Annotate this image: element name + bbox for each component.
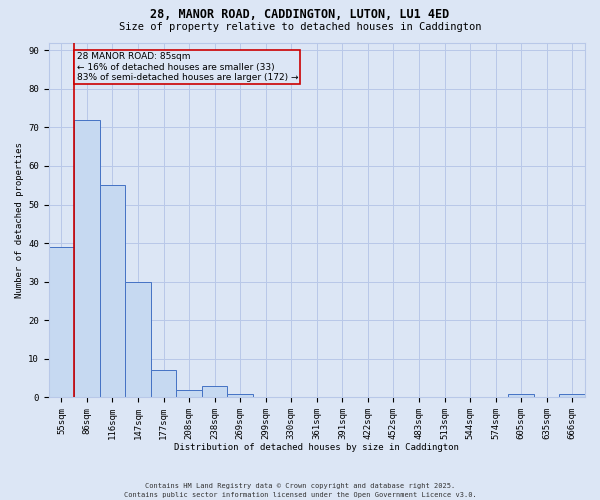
X-axis label: Distribution of detached houses by size in Caddington: Distribution of detached houses by size … xyxy=(175,444,459,452)
Bar xyxy=(508,394,534,398)
Bar xyxy=(74,120,100,398)
Text: 28 MANOR ROAD: 85sqm
← 16% of detached houses are smaller (33)
83% of semi-detac: 28 MANOR ROAD: 85sqm ← 16% of detached h… xyxy=(77,52,298,82)
Bar xyxy=(227,394,253,398)
Bar xyxy=(202,386,227,398)
Bar xyxy=(176,390,202,398)
Bar xyxy=(49,247,74,398)
Text: Contains HM Land Registry data © Crown copyright and database right 2025.: Contains HM Land Registry data © Crown c… xyxy=(145,483,455,489)
Bar xyxy=(559,394,585,398)
Bar xyxy=(151,370,176,398)
Text: Size of property relative to detached houses in Caddington: Size of property relative to detached ho… xyxy=(119,22,481,32)
Text: Contains public sector information licensed under the Open Government Licence v3: Contains public sector information licen… xyxy=(124,492,476,498)
Y-axis label: Number of detached properties: Number of detached properties xyxy=(15,142,24,298)
Bar xyxy=(100,185,125,398)
Bar xyxy=(125,282,151,398)
Text: 28, MANOR ROAD, CADDINGTON, LUTON, LU1 4ED: 28, MANOR ROAD, CADDINGTON, LUTON, LU1 4… xyxy=(151,8,449,20)
